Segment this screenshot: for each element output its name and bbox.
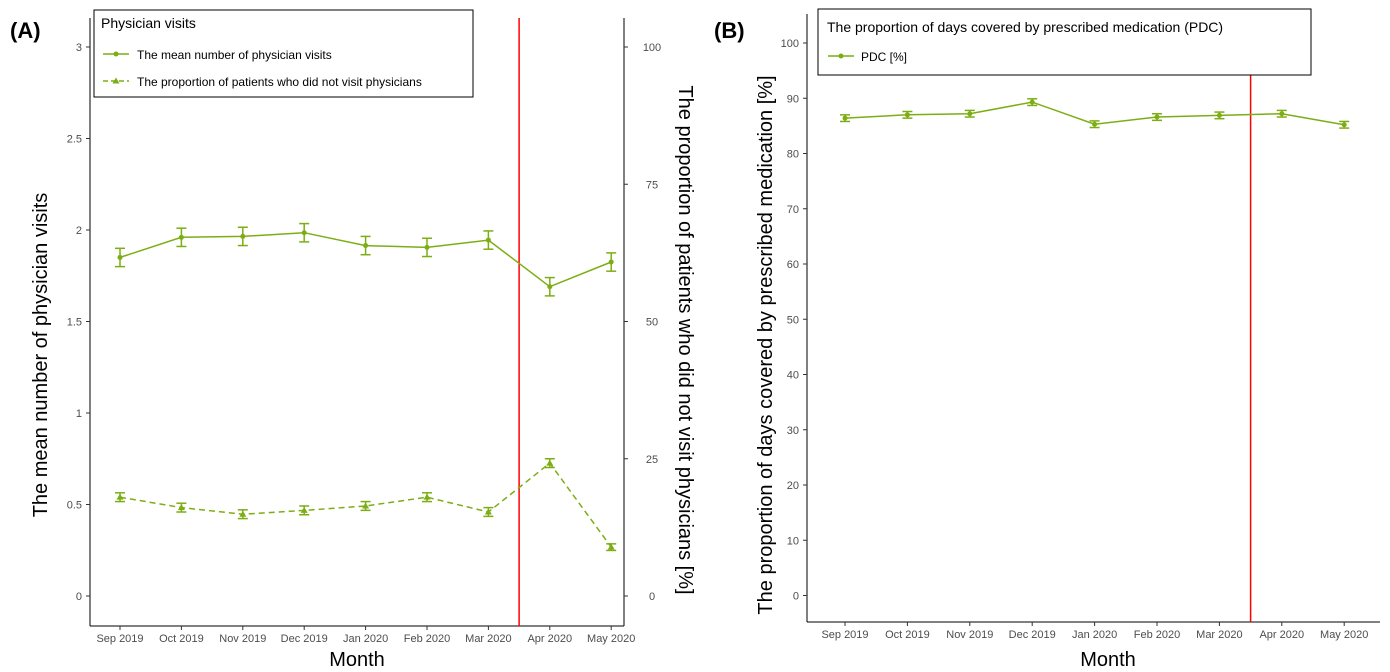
b-x-tick-label: May 2020 (1320, 629, 1368, 641)
b-y-tick-label: 100 (781, 38, 799, 50)
a-series-2-point (546, 459, 554, 466)
b-y-tick-label: 70 (787, 204, 799, 216)
panel-a-x-axis-title: Month (329, 649, 385, 671)
a-x-tick-label: Feb 2020 (404, 633, 450, 645)
panel-a-legend-entry-2: The proportion of patients who did not v… (137, 75, 422, 89)
a-x-tick-label: Mar 2020 (465, 633, 511, 645)
a-series-1-point (608, 259, 614, 265)
panel-a-label: (A) (10, 18, 41, 43)
b-series-1-point (842, 115, 848, 121)
a-series-1-point (547, 284, 553, 290)
a-series-1-point (424, 244, 430, 250)
b-series-1-point (1341, 122, 1347, 128)
b-series-1-point (1216, 112, 1222, 118)
b-x-tick-label: Oct 2019 (885, 629, 930, 641)
a-series-1-point (363, 243, 369, 249)
panel-a-y2-axis-title: The proportion of patients who did not v… (674, 85, 696, 594)
a-series-2-point (362, 502, 370, 509)
panel-b-legend-marker-circle (838, 53, 844, 59)
a-series-1-point (117, 254, 123, 260)
b-x-tick-label: Nov 2019 (946, 629, 993, 641)
panel-b-legend-title: The proportion of days covered by prescr… (827, 19, 1223, 35)
a-y-tick-label: 3 (76, 42, 82, 54)
a-x-tick-label: Nov 2019 (219, 633, 266, 645)
a-series-2-line (119, 462, 612, 548)
b-y-tick-label: 0 (793, 591, 799, 603)
panel-a-legend-entry-1: The mean number of physician visits (137, 48, 332, 62)
a-x-tick-label: Jan 2020 (343, 633, 388, 645)
a-y2-tick-label: 75 (646, 179, 658, 191)
panel-a-legend: Physician visits The mean number of phys… (93, 9, 474, 98)
b-series-1-point (904, 112, 910, 118)
a-series-2-point (239, 510, 247, 517)
b-y-tick-label: 50 (787, 314, 799, 326)
a-series-1-point (485, 237, 491, 243)
panel-b-y-axis-title: The proportion of days covered by prescr… (755, 75, 777, 614)
b-series-1-point (1279, 111, 1285, 117)
panel-a-legend-marker-triangle (112, 77, 120, 84)
a-series-2-point (484, 508, 492, 515)
a-series-2-point (423, 493, 431, 500)
panel-b-legend: The proportion of days covered by prescr… (817, 8, 1312, 76)
b-x-tick-label: Apr 2020 (1259, 629, 1304, 641)
a-y-tick-label: 2 (76, 225, 82, 237)
a-series-1-point (301, 230, 307, 236)
b-y-tick-label: 60 (787, 259, 799, 271)
panel-b-legend-box (817, 8, 1312, 76)
a-y-tick-label: 1.5 (67, 317, 82, 329)
b-x-tick-label: Mar 2020 (1196, 629, 1242, 641)
a-series-2-point (116, 493, 124, 500)
panel-a-y-axis-title: The mean number of physician visits (30, 193, 52, 518)
a-y2-tick-label: 50 (646, 317, 658, 329)
a-x-tick-label: Apr 2020 (527, 633, 572, 645)
a-series-1-point (178, 234, 184, 240)
panel-b: (B) The proportion of days covered by pr… (714, 8, 1380, 671)
b-y-tick-label: 40 (787, 370, 799, 382)
panel-a-legend-title: Physician visits (101, 15, 196, 31)
a-x-tick-label: Dec 2019 (281, 633, 328, 645)
b-series-1-point (1029, 99, 1035, 105)
a-y2-tick-label: 100 (643, 42, 661, 54)
b-y-tick-label: 10 (787, 535, 799, 547)
panel-a-legend-marker-circle (113, 51, 119, 57)
a-y-tick-label: 2.5 (67, 134, 82, 146)
b-y-tick-label: 80 (787, 149, 799, 161)
b-x-tick-label: Jan 2020 (1072, 629, 1117, 641)
a-series-1-point (240, 233, 246, 239)
b-series-1-point (1092, 121, 1098, 127)
b-x-tick-label: Sep 2019 (821, 629, 868, 641)
a-series-2-point (177, 504, 185, 511)
a-y-tick-label: 0 (76, 591, 82, 603)
a-x-tick-label: Sep 2019 (96, 633, 143, 645)
b-x-tick-label: Dec 2019 (1009, 629, 1056, 641)
a-y-tick-label: 1 (76, 408, 82, 420)
panel-a-legend-box (93, 9, 474, 98)
b-y-tick-label: 90 (787, 93, 799, 105)
b-y-tick-label: 30 (787, 425, 799, 437)
a-y2-tick-label: 25 (646, 454, 658, 466)
a-y2-tick-label: 0 (649, 591, 655, 603)
b-x-tick-label: Feb 2020 (1134, 629, 1180, 641)
panel-b-label: (B) (714, 18, 745, 43)
panel-b-legend-entry-1: PDC [%] (861, 50, 907, 64)
b-y-tick-label: 20 (787, 480, 799, 492)
a-y-tick-label: 0.5 (67, 500, 82, 512)
a-x-tick-label: May 2020 (587, 633, 635, 645)
panel-b-x-axis-title: Month (1080, 649, 1136, 671)
b-series-1-point (967, 111, 973, 117)
a-series-2-point (607, 543, 615, 550)
panel-a: (A) The mean number of physician visits … (10, 9, 696, 671)
a-series-2-point (300, 506, 308, 513)
a-x-tick-label: Oct 2019 (159, 633, 204, 645)
b-series-1-point (1154, 114, 1160, 120)
